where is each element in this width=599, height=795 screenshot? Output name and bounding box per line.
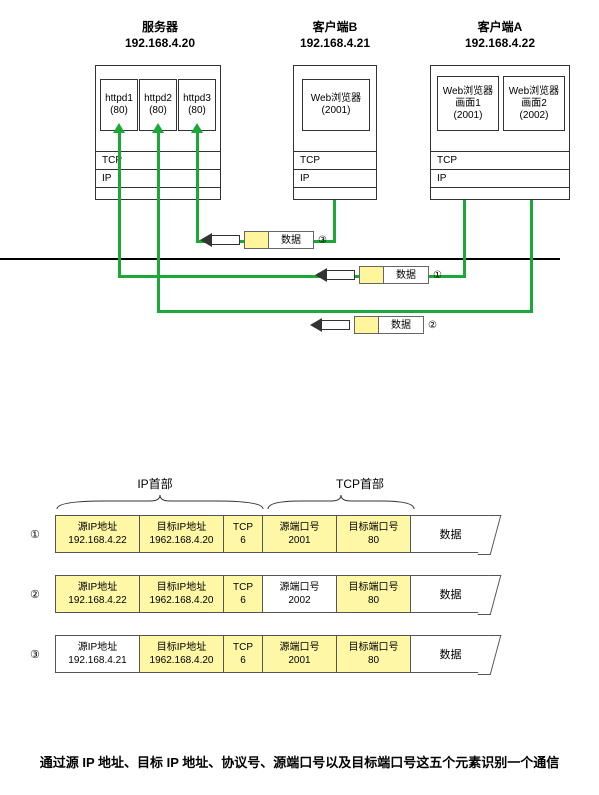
- mini-packet-2: 数据 ②: [310, 316, 437, 334]
- conn1-arrowhead: [113, 123, 125, 133]
- clientb-proc: Web浏览器 (2001): [302, 79, 370, 131]
- conn2-arrowhead: [152, 123, 164, 133]
- packet-data-cell: 数据: [410, 575, 490, 613]
- conn3-line: [333, 200, 336, 243]
- row-number: ①: [30, 515, 40, 553]
- packet-cell: 源端口号2002: [262, 575, 337, 613]
- mini-packet-1: 数据 ①: [315, 266, 442, 284]
- clientb-ip-layer: IP: [294, 169, 376, 187]
- packet-row: 源IP地址192.168.4.22目标IP地址1962.168.4.20TCP6…: [55, 575, 490, 613]
- clienta-title: 客户端A 192.168.4.22: [440, 20, 560, 51]
- conn3-line: [196, 130, 199, 243]
- diagram-caption: 通过源 IP 地址、目标 IP 地址、协议号、源端口号以及目标端口号这五个元素识…: [0, 752, 599, 771]
- clienta-ip-layer: IP: [431, 169, 569, 187]
- arrow-left-icon: [310, 318, 322, 332]
- clientb-box: Web浏览器 (2001) TCP IP: [293, 65, 377, 200]
- network-bus-line: [0, 258, 560, 260]
- packet-cell: 目标IP地址1962.168.4.20: [139, 575, 224, 613]
- packet-cell: 目标端口号80: [336, 515, 411, 553]
- ip-header-label: IP首部: [115, 475, 195, 492]
- network-diagram: 服务器 192.168.4.20 httpd1 (80) httpd2 (80)…: [0, 0, 599, 370]
- conn1-line: [118, 130, 121, 278]
- packet-cell: 源端口号2001: [262, 635, 337, 673]
- tcp-brace: [266, 493, 416, 511]
- arrow-left-icon: [200, 233, 212, 247]
- mini-packet-3: 数据 ③: [200, 231, 327, 249]
- tcp-header-label: TCP首部: [320, 475, 400, 492]
- packet-cell: TCP6: [223, 515, 263, 553]
- clienta-tcp-layer: TCP: [431, 151, 569, 169]
- conn2-line: [530, 200, 533, 313]
- row-number: ②: [30, 575, 40, 613]
- packet-cell: 源IP地址192.168.4.22: [55, 515, 140, 553]
- row-number: ③: [30, 635, 40, 673]
- server-title: 服务器 192.168.4.20: [100, 20, 220, 51]
- conn3-arrowhead: [191, 123, 203, 133]
- ip-brace: [55, 493, 265, 511]
- packet-cell: TCP6: [223, 575, 263, 613]
- conn2-line: [157, 130, 160, 313]
- conn2-line: [157, 310, 533, 313]
- clienta-proc2: Web浏览器 画面2 (2002): [503, 76, 565, 131]
- packet-cell: 目标端口号80: [336, 635, 411, 673]
- clientb-tcp-layer: TCP: [294, 151, 376, 169]
- clientb-title: 客户端B 192.168.4.21: [285, 20, 385, 51]
- packet-cell: 源IP地址192.168.4.22: [55, 575, 140, 613]
- packet-cell: 目标IP地址1962.168.4.20: [139, 635, 224, 673]
- packet-cell: TCP6: [223, 635, 263, 673]
- conn1-line: [463, 200, 466, 278]
- packet-data-cell: 数据: [410, 515, 490, 553]
- packet-data-cell: 数据: [410, 635, 490, 673]
- packet-row: 源IP地址192.168.4.22目标IP地址1962.168.4.20TCP6…: [55, 515, 490, 553]
- packet-cell: 源IP地址192.168.4.21: [55, 635, 140, 673]
- packet-cell: 目标IP地址1962.168.4.20: [139, 515, 224, 553]
- arrow-left-icon: [315, 268, 327, 282]
- packet-cell: 目标端口号80: [336, 575, 411, 613]
- packet-cell: 源端口号2001: [262, 515, 337, 553]
- clienta-proc1: Web浏览器 画面1 (2001): [437, 76, 499, 131]
- clienta-box: Web浏览器 画面1 (2001) Web浏览器 画面2 (2002) TCP …: [430, 65, 570, 200]
- packet-row: 源IP地址192.168.4.21目标IP地址1962.168.4.20TCP6…: [55, 635, 490, 673]
